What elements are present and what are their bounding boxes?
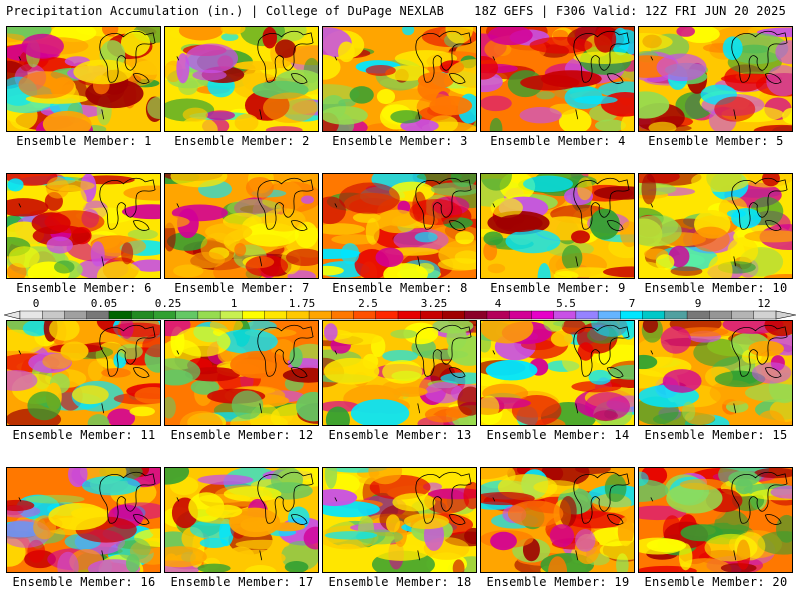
member-map-9 [480, 173, 635, 279]
member-caption: Ensemble Member: 17 [170, 575, 314, 589]
member-caption: Ensemble Member: 20 [644, 575, 788, 589]
member-caption: Ensemble Member: 16 [12, 575, 156, 589]
colorbar-swatch [153, 310, 177, 320]
colorbar-swatch [130, 310, 154, 320]
colorbar-swatch [64, 310, 88, 320]
colorbar-swatch [620, 310, 644, 320]
member-map-6 [6, 173, 161, 279]
precip-colorbar [4, 310, 796, 320]
colorbar-tick-label: 0 [32, 297, 40, 310]
colorbar-tick-label: 2.5 [358, 297, 378, 310]
member-map-10 [638, 173, 793, 279]
colorbar-swatch [331, 310, 355, 320]
member-map-4 [480, 26, 635, 132]
member-caption: Ensemble Member: 7 [174, 281, 310, 295]
member-map-3 [322, 26, 477, 132]
colorbar-swatch [575, 310, 599, 320]
member-caption: Ensemble Member: 13 [328, 428, 472, 442]
colorbar-swatch [19, 310, 43, 320]
colorbar-tick-label: 5.5 [556, 297, 576, 310]
member-caption: Ensemble Member: 3 [332, 134, 468, 148]
member-caption: Ensemble Member: 12 [170, 428, 314, 442]
colorbar-swatch [197, 310, 221, 320]
member-caption: Ensemble Member: 11 [12, 428, 156, 442]
member-caption: Ensemble Member: 2 [174, 134, 310, 148]
colorbar-tick-label: 4 [494, 297, 502, 310]
colorbar-max-arrow [775, 310, 796, 320]
colorbar-swatch [286, 310, 310, 320]
member-map-11 [6, 320, 161, 426]
member-map-2 [164, 26, 319, 132]
colorbar-swatch [86, 310, 110, 320]
member-map-16 [6, 467, 161, 573]
member-caption: Ensemble Member: 5 [648, 134, 784, 148]
member-caption: Ensemble Member: 15 [644, 428, 788, 442]
colorbar-swatch [308, 310, 332, 320]
colorbar-swatch [553, 310, 577, 320]
member-map-15 [638, 320, 793, 426]
colorbar-swatch [731, 310, 755, 320]
colorbar-swatch [42, 310, 65, 320]
colorbar-tick-label: 7 [628, 297, 636, 310]
colorbar-swatch [242, 310, 266, 320]
member-caption: Ensemble Member: 8 [332, 281, 468, 295]
product-title: Precipitation Accumulation (in.) | Colle… [6, 4, 445, 18]
colorbar-swatch [486, 310, 510, 320]
colorbar-swatch [219, 310, 243, 320]
member-caption: Ensemble Member: 10 [644, 281, 788, 295]
colorbar-swatch [264, 310, 288, 320]
member-map-12 [164, 320, 319, 426]
colorbar-tick-label: 9 [694, 297, 702, 310]
colorbar-swatch [175, 310, 199, 320]
colorbar-swatch [397, 310, 421, 320]
colorbar-swatch [508, 310, 532, 320]
colorbar-swatch [375, 310, 399, 320]
colorbar-swatch [353, 310, 377, 320]
colorbar-swatch [642, 310, 666, 320]
colorbar-swatch [753, 310, 777, 320]
member-caption: Ensemble Member: 19 [486, 575, 630, 589]
colorbar-tick-label: 3.25 [420, 297, 448, 310]
member-caption: Ensemble Member: 18 [328, 575, 472, 589]
colorbar-tick-label: 12 [757, 297, 771, 310]
colorbar-tick-label: 1 [230, 297, 238, 310]
colorbar-swatch [597, 310, 621, 320]
member-map-1 [6, 26, 161, 132]
member-map-13 [322, 320, 477, 426]
colorbar-swatch [664, 310, 688, 320]
member-map-19 [480, 467, 635, 573]
colorbar-tick-label: 0.25 [154, 297, 182, 310]
colorbar-swatch [709, 310, 733, 320]
colorbar-swatch [442, 310, 466, 320]
colorbar-swatch [531, 310, 555, 320]
member-map-8 [322, 173, 477, 279]
member-caption: Ensemble Member: 4 [490, 134, 626, 148]
colorbar-min-arrow [4, 310, 21, 320]
member-map-14 [480, 320, 635, 426]
member-caption: Ensemble Member: 14 [486, 428, 630, 442]
member-caption: Ensemble Member: 9 [490, 281, 626, 295]
member-map-7 [164, 173, 319, 279]
member-map-18 [322, 467, 477, 573]
colorbar-swatch [464, 310, 488, 320]
member-map-20 [638, 467, 793, 573]
colorbar-swatch [108, 310, 132, 320]
colorbar-swatch [686, 310, 710, 320]
colorbar-tick-label: 0.05 [90, 297, 118, 310]
member-map-17 [164, 467, 319, 573]
member-map-5 [638, 26, 793, 132]
member-caption: Ensemble Member: 6 [16, 281, 152, 295]
colorbar-tick-label: 1.75 [288, 297, 316, 310]
run-valid-time: 18Z GEFS | F306 Valid: 12Z FRI JUN 20 20… [474, 4, 786, 18]
colorbar-swatch [420, 310, 443, 320]
member-caption: Ensemble Member: 1 [16, 134, 152, 148]
